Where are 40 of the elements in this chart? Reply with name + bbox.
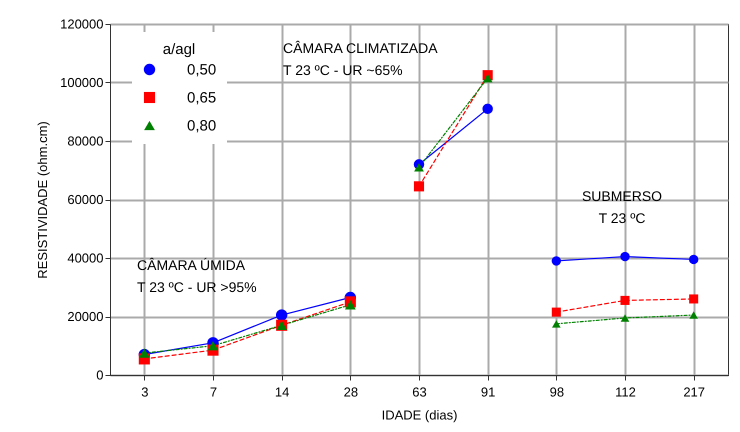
- point: [414, 181, 424, 192]
- legend-title: a/agl: [162, 41, 196, 58]
- y-tick-label: 60000: [67, 192, 104, 207]
- legend-label: 0,50: [187, 62, 216, 78]
- point: [138, 348, 150, 358]
- annotation: CÂMARA CLIMATIZADA T 23 ºC - UR ~65%: [283, 40, 438, 78]
- annotation: SUBMERSO T 23 ºC: [582, 188, 662, 226]
- y-tick-label: 120000: [60, 16, 104, 32]
- point: [689, 294, 698, 304]
- x-tick-label: 14: [274, 384, 290, 400]
- y-tick-label: 100000: [60, 75, 104, 90]
- x-tick-label: 112: [615, 384, 636, 400]
- x-tick-label: 98: [550, 384, 564, 400]
- point: [620, 252, 630, 262]
- y-tick-label: 80000: [67, 134, 104, 148]
- x-tick-label: 63: [412, 384, 427, 400]
- annotation: CÂMARA ÚMIDA T 23 ºC - UR >95%: [137, 257, 257, 295]
- point: [688, 254, 698, 264]
- y-tick-label: 40000: [67, 250, 104, 266]
- point: [620, 296, 630, 305]
- y-axis-title: RESISTIVIDADE (ohm.cm): [35, 121, 50, 279]
- x-tick-label: 3: [141, 384, 148, 400]
- legend-label: 0,65: [187, 90, 216, 106]
- x-tick-label: 7: [210, 384, 218, 400]
- y-tick-label: 20000: [67, 309, 104, 324]
- point: [552, 320, 561, 328]
- point: [552, 256, 562, 266]
- point: [276, 309, 288, 321]
- point: [552, 308, 561, 317]
- legend-label: 0,80: [187, 118, 216, 134]
- point: [344, 300, 356, 310]
- point: [482, 104, 493, 114]
- x-tick-label: 217: [683, 384, 706, 400]
- point: [620, 314, 630, 322]
- x-tick-label: 28: [344, 384, 358, 400]
- point: [208, 341, 218, 350]
- x-axis-title: IDADE (dias): [382, 408, 458, 422]
- point: [689, 311, 698, 319]
- x-tick-label: 91: [480, 384, 496, 400]
- y-tick-label: 0: [96, 368, 104, 382]
